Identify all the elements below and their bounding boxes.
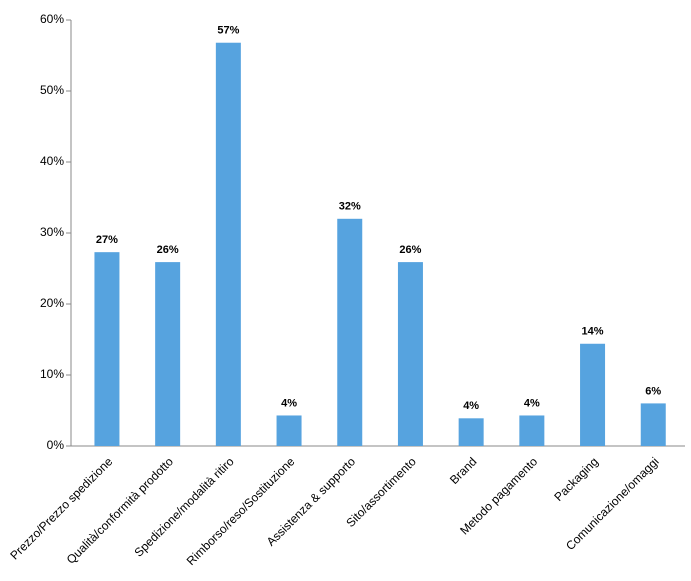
y-tick-label: 0% [47, 438, 65, 452]
x-tick-label: Prezzo/Prezzo spedizione [7, 454, 115, 562]
y-tick-label: 40% [40, 154, 64, 168]
bar [276, 415, 302, 446]
value-label: 57% [217, 25, 239, 37]
value-label: 4% [281, 397, 297, 409]
value-label: 26% [399, 244, 421, 256]
x-tick-label: Spedizione/modalità ritiro [132, 454, 237, 559]
bar [337, 218, 363, 446]
y-tick-label: 10% [40, 367, 64, 381]
value-label: 4% [524, 397, 540, 409]
value-label: 32% [339, 201, 361, 213]
bar [155, 262, 181, 446]
bar [215, 42, 241, 446]
bar [458, 418, 484, 446]
bar [397, 262, 423, 446]
y-tick-label: 50% [40, 83, 64, 97]
y-tick-label: 60% [40, 12, 64, 26]
y-tick-label: 30% [40, 225, 64, 239]
bar [640, 403, 666, 446]
bar [519, 415, 545, 446]
value-label: 14% [582, 326, 604, 338]
value-label: 4% [463, 400, 479, 412]
x-tick-label: Qualità/conformità prodotto [64, 454, 176, 566]
x-tick-label: Rimborso/reso/Sostituzione [184, 454, 298, 568]
value-label: 27% [96, 234, 118, 246]
value-label: 26% [157, 244, 179, 256]
bar [94, 252, 120, 446]
value-label: 6% [645, 385, 661, 397]
bar [580, 343, 606, 446]
y-tick-label: 20% [40, 296, 64, 310]
x-tick-label: Packaging [551, 454, 601, 504]
x-tick-label: Brand [447, 454, 480, 487]
